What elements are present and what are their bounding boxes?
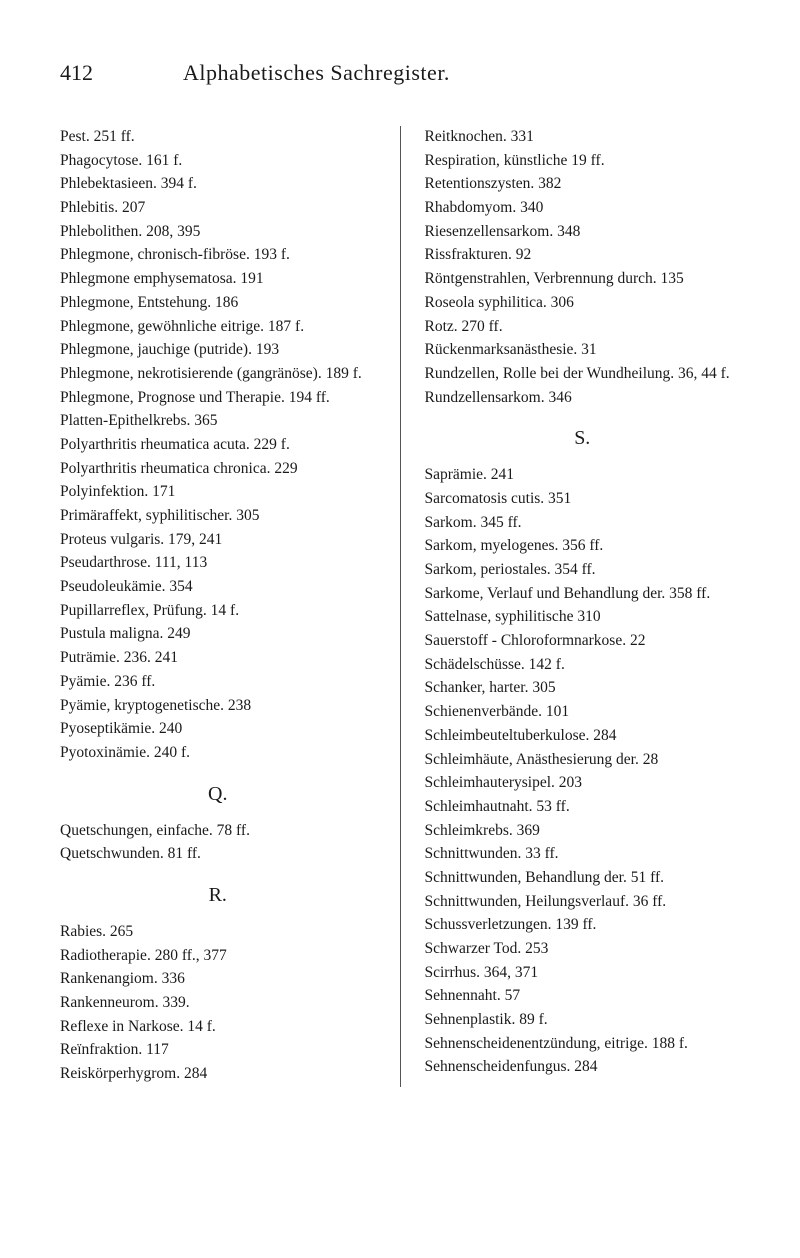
index-entry: Proteus vulgaris. 179, 241	[60, 529, 376, 551]
index-entry: Phlegmone emphysematosa. 191	[60, 268, 376, 290]
index-entry: Röntgenstrahlen, Verbrennung durch. 135	[425, 268, 741, 290]
index-entry: Polyinfektion. 171	[60, 481, 376, 503]
index-entry: Phlebitis. 207	[60, 197, 376, 219]
index-entry: Schussverletzungen. 139 ff.	[425, 914, 741, 936]
index-entry: Sehnenplastik. 89 f.	[425, 1009, 741, 1031]
index-entry: Quetschungen, einfache. 78 ff.	[60, 820, 376, 842]
index-entry: Sarcomatosis cutis. 351	[425, 488, 741, 510]
index-entry: Sattelnase, syphilitische 310	[425, 606, 741, 628]
index-entry: Retentionszysten. 382	[425, 173, 741, 195]
index-entry: Sehnenscheidenfungus. 284	[425, 1056, 741, 1078]
index-entry: Reitknochen. 331	[425, 126, 741, 148]
index-entry: Schienenverbände. 101	[425, 701, 741, 723]
index-entry: Sarkome, Verlauf und Behandlung der. 358…	[425, 583, 741, 605]
right-column: Reitknochen. 331 Respiration, künstliche…	[425, 126, 741, 1087]
page-header: 412 Alphabetisches Sachregister.	[60, 60, 740, 86]
index-entry: Rabies. 265	[60, 921, 376, 943]
index-entry: Schleimhauterysipel. 203	[425, 772, 741, 794]
index-entry: Schleimhautnaht. 53 ff.	[425, 796, 741, 818]
index-entry: Schädelschüsse. 142 f.	[425, 654, 741, 676]
index-entry: Rankenneurom. 339.	[60, 992, 376, 1014]
index-entry: Platten-Epithelkrebs. 365	[60, 410, 376, 432]
index-entry: Schleimkrebs. 369	[425, 820, 741, 842]
columns-container: Pest. 251 ff. Phagocytose. 161 f. Phlebe…	[60, 126, 740, 1087]
index-entry: Pyämie. 236 ff.	[60, 671, 376, 693]
index-entry: Phlegmone, jauchige (putride). 193	[60, 339, 376, 361]
left-column: Pest. 251 ff. Phagocytose. 161 f. Phlebe…	[60, 126, 376, 1087]
index-entry: Schnittwunden, Behandlung der. 51 ff.	[425, 867, 741, 889]
index-entry: Pyotoxinämie. 240 f.	[60, 742, 376, 764]
index-entry: Sehnenscheidenentzündung, eitrige. 188 f…	[425, 1033, 741, 1055]
index-entry: Quetschwunden. 81 ff.	[60, 843, 376, 865]
index-entry: Polyarthritis rheumatica acuta. 229 f.	[60, 434, 376, 456]
index-entry: Sauerstoff - Chloroformnarkose. 22	[425, 630, 741, 652]
index-entry: Schleimhäute, Anästhesierung der. 28	[425, 749, 741, 771]
index-entry: Rundzellen, Rolle bei der Wundheilung. 3…	[425, 363, 741, 385]
index-entry: Sarkom. 345 ff.	[425, 512, 741, 534]
index-entry: Schwarzer Tod. 253	[425, 938, 741, 960]
index-entry: Roseola syphilitica. 306	[425, 292, 741, 314]
page-number: 412	[60, 60, 93, 86]
section-letter-s: S.	[425, 424, 741, 452]
section-letter-q: Q.	[60, 780, 376, 808]
index-entry: Pupillarreflex, Prüfung. 14 f.	[60, 600, 376, 622]
index-entry: Rundzellensarkom. 346	[425, 387, 741, 409]
index-entry: Phlegmone, Prognose und Therapie. 194 ff…	[60, 387, 376, 409]
index-entry: Sarkom, myelogenes. 356 ff.	[425, 535, 741, 557]
index-entry: Polyarthritis rheumatica chronica. 229	[60, 458, 376, 480]
index-entry: Pseudarthrose. 111, 113	[60, 552, 376, 574]
index-entry: Pyoseptikämie. 240	[60, 718, 376, 740]
index-entry: Saprämie. 241	[425, 464, 741, 486]
index-entry: Phlebektasieen. 394 f.	[60, 173, 376, 195]
index-entry: Phlegmone, Entstehung. 186	[60, 292, 376, 314]
index-entry: Schleimbeuteltuberkulose. 284	[425, 725, 741, 747]
index-entry: Rankenangiom. 336	[60, 968, 376, 990]
index-entry: Schnittwunden. 33 ff.	[425, 843, 741, 865]
index-entry: Rissfrakturen. 92	[425, 244, 741, 266]
index-entry: Reiskörperhygrom. 284	[60, 1063, 376, 1085]
index-entry: Pyämie, kryptogenetische. 238	[60, 695, 376, 717]
index-entry: Reïnfraktion. 117	[60, 1039, 376, 1061]
index-entry: Respiration, künstliche 19 ff.	[425, 150, 741, 172]
index-entry: Phlegmone, chronisch-fibröse. 193 f.	[60, 244, 376, 266]
index-entry: Pustula maligna. 249	[60, 623, 376, 645]
index-entry: Phagocytose. 161 f.	[60, 150, 376, 172]
index-entry: Reflexe in Narkose. 14 f.	[60, 1016, 376, 1038]
index-entry: Primäraffekt, syphilitischer. 305	[60, 505, 376, 527]
index-entry: Puträmie. 236. 241	[60, 647, 376, 669]
page-title: Alphabetisches Sachregister.	[183, 60, 450, 86]
index-entry: Scirrhus. 364, 371	[425, 962, 741, 984]
index-entry: Riesenzellensarkom. 348	[425, 221, 741, 243]
index-entry: Pest. 251 ff.	[60, 126, 376, 148]
section-letter-r: R.	[60, 881, 376, 909]
index-entry: Rhabdomyom. 340	[425, 197, 741, 219]
index-entry: Sehnennaht. 57	[425, 985, 741, 1007]
index-entry: Phlebolithen. 208, 395	[60, 221, 376, 243]
index-entry: Pseudoleukämie. 354	[60, 576, 376, 598]
index-entry: Phlegmone, nekrotisierende (gangränöse).…	[60, 363, 376, 385]
index-entry: Schnittwunden, Heilungsverlauf. 36 ff.	[425, 891, 741, 913]
index-entry: Schanker, harter. 305	[425, 677, 741, 699]
index-entry: Sarkom, periostales. 354 ff.	[425, 559, 741, 581]
index-entry: Rotz. 270 ff.	[425, 316, 741, 338]
index-entry: Radiotherapie. 280 ff., 377	[60, 945, 376, 967]
index-entry: Phlegmone, gewöhnliche eitrige. 187 f.	[60, 316, 376, 338]
index-entry: Rückenmarksanästhesie. 31	[425, 339, 741, 361]
column-divider	[400, 126, 401, 1087]
